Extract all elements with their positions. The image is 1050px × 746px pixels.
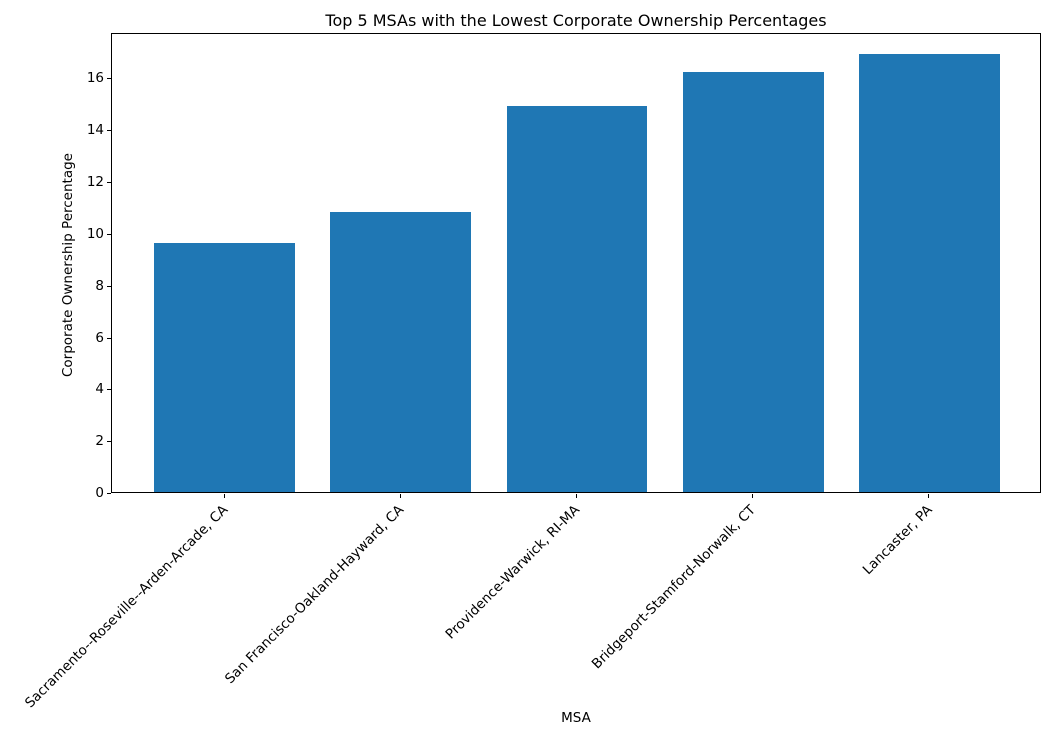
y-tick-mark xyxy=(107,285,111,287)
y-tick-mark xyxy=(107,389,111,391)
x-tick-mark xyxy=(752,494,754,498)
y-tick-mark xyxy=(107,130,111,132)
y-tick-mark xyxy=(107,182,111,183)
y-tick-mark xyxy=(107,337,111,339)
y-tick-label: 2 xyxy=(95,433,104,450)
x-tick-label: Providence-Warwick, RI-MA xyxy=(442,502,584,643)
x-tick-mark xyxy=(928,494,930,498)
bar xyxy=(682,72,824,492)
x-tick-label: Bridgeport-Stamford-Norwalk, CT xyxy=(589,502,760,673)
y-tick-mark xyxy=(107,233,111,235)
x-tick-mark xyxy=(223,494,225,498)
bar xyxy=(154,243,296,492)
x-axis-title: MSA xyxy=(561,710,591,726)
x-tick-mark xyxy=(576,494,577,498)
y-tick-mark xyxy=(107,493,111,494)
y-tick-label: 14 xyxy=(86,122,104,139)
chart-title: Top 5 MSAs with the Lowest Corporate Own… xyxy=(325,11,827,30)
y-tick-label: 16 xyxy=(86,70,104,87)
y-tick-mark xyxy=(107,441,111,443)
bar xyxy=(506,105,648,492)
y-tick-label: 12 xyxy=(86,174,104,190)
x-tick-label: Lancaster, PA xyxy=(859,502,936,578)
plot-area xyxy=(111,33,1041,493)
y-tick-label: 0 xyxy=(95,485,104,501)
y-tick-label: 6 xyxy=(95,329,104,346)
y-tick-mark xyxy=(107,78,111,80)
x-tick-label: Sacramento--Roseville--Arden-Arcade, CA xyxy=(21,502,232,712)
y-tick-label: 8 xyxy=(95,277,104,294)
x-tick-mark xyxy=(399,494,401,498)
y-tick-label: 10 xyxy=(86,225,104,242)
x-tick-label: San Francisco-Oakland-Hayward, CA xyxy=(222,502,408,688)
bar xyxy=(858,54,1000,492)
y-tick-label: 4 xyxy=(95,381,104,398)
bar xyxy=(330,212,472,492)
y-axis-title: Corporate Ownership Percentage xyxy=(60,153,76,378)
